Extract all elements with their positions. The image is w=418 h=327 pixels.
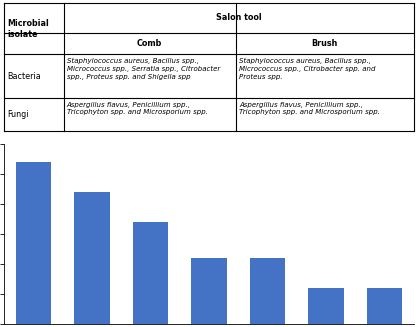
Bar [308, 288, 344, 324]
Text: Staphylococcus aureus, Bacillus spp.,
Micrococcus spp., Serratia spp., Citrobact: Staphylococcus aureus, Bacillus spp., Mi… [67, 58, 220, 80]
Bar [250, 258, 285, 324]
Bar [74, 192, 110, 324]
Bar [16, 162, 51, 324]
Bar [367, 288, 402, 324]
Text: Microbial
isolate: Microbial isolate [8, 19, 49, 39]
Text: Bacteria: Bacteria [8, 72, 41, 81]
Text: Salon tool: Salon tool [216, 13, 262, 23]
Bar [133, 222, 168, 324]
Text: Aspergillus flavus, Penicillium spp.,
Tricophyton spp. and Microsporium spp.: Aspergillus flavus, Penicillium spp., Tr… [67, 102, 208, 115]
Text: Fungi: Fungi [8, 110, 29, 119]
Bar [191, 258, 227, 324]
Text: Brush: Brush [311, 39, 338, 48]
Text: Staphylococcus aureus, Bacillus spp.,
Micrococcus spp., Citrobacter spp. and
Pro: Staphylococcus aureus, Bacillus spp., Mi… [239, 58, 375, 80]
Text: Comb: Comb [137, 39, 162, 48]
Text: Aspergillus flavus, Penicillium spp.,
Tricophyton spp. and Microsporium spp.: Aspergillus flavus, Penicillium spp., Tr… [239, 102, 380, 115]
